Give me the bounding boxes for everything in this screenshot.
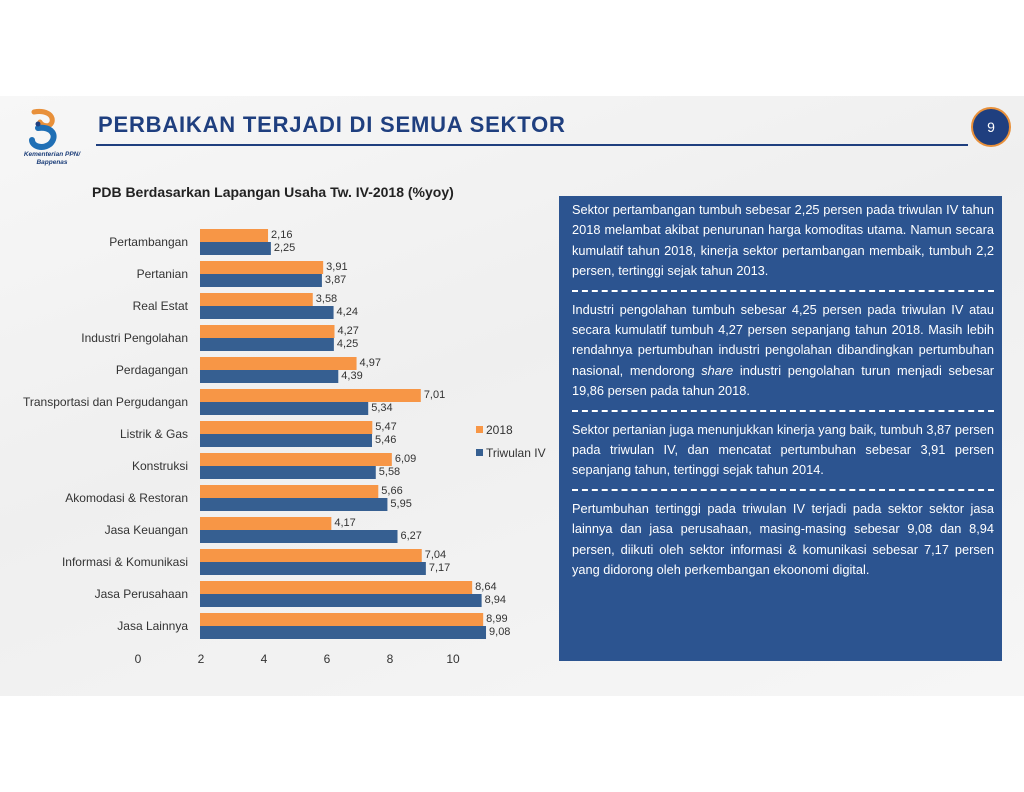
- data-label-triwulan-iv: 4,39: [341, 370, 362, 382]
- logo-caption-line1: Kementerian PPN/: [23, 151, 81, 158]
- bar-triwulan-iv: [200, 434, 372, 447]
- info-paragraph-services: Pertumbuhan tertinggi pada triwulan IV t…: [572, 500, 994, 578]
- bar-triwulan-iv: [200, 498, 388, 511]
- category-label: Jasa Perusahaan: [95, 587, 188, 601]
- bar-2018: [200, 421, 373, 434]
- bar-2018: [200, 357, 357, 370]
- data-label-2018: 8,64: [475, 581, 496, 593]
- category-label: Listrik & Gas: [120, 427, 188, 441]
- logo-caption: Kementerian PPN/ Bappenas: [12, 151, 92, 167]
- bar-triwulan-iv: [200, 402, 369, 415]
- bar-chart: Pertambangan 2,162,25 Pertanian 3,913,87 Rea…: [23, 229, 546, 666]
- data-label-triwulan-iv: 8,94: [485, 594, 506, 606]
- category-label: Akomodasi & Restoran: [65, 491, 188, 505]
- data-label-triwulan-iv: 5,95: [390, 498, 411, 510]
- info-p2-text-a: Industri pengolahan tumbuh sebesar 4,25 …: [572, 301, 994, 378]
- data-label-triwulan-iv: 5,46: [375, 434, 396, 446]
- category-label: Jasa Lainnya: [117, 619, 188, 633]
- bar-2018: [200, 261, 324, 274]
- legend-label-2018: 2018: [486, 423, 513, 437]
- info-separator: [572, 409, 994, 412]
- bar-triwulan-iv: [200, 626, 487, 639]
- bar-triwulan-iv: [200, 530, 398, 543]
- logo-caption-line2: Bappenas: [36, 159, 68, 166]
- category-label: Pertanian: [137, 267, 188, 281]
- category-label: Transportasi dan Pergudangan: [23, 395, 188, 409]
- data-label-triwulan-iv: 9,08: [489, 626, 510, 638]
- bar-triwulan-iv: [200, 562, 426, 575]
- category-label: Informasi & Komunikasi: [62, 555, 188, 569]
- bar-2018: [200, 517, 332, 530]
- data-label-2018: 6,09: [395, 453, 416, 465]
- x-tick-label: 0: [135, 652, 142, 666]
- x-tick-label: 6: [324, 652, 331, 666]
- data-label-triwulan-iv: 5,58: [379, 466, 400, 478]
- data-label-2018: 4,17: [334, 517, 355, 529]
- data-label-triwulan-iv: 5,34: [371, 402, 392, 414]
- bar-triwulan-iv: [200, 594, 482, 607]
- info-p2-text-b: industri pengolahan turun menjadi sebesa…: [572, 362, 995, 399]
- x-tick-label: 10: [446, 652, 460, 666]
- info-paragraph-agriculture: Sektor pertanian juga menunjukkan kinerj…: [572, 421, 994, 478]
- category-label: Konstruksi: [132, 459, 188, 473]
- info-separator: [572, 488, 994, 491]
- x-tick-label: 8: [387, 652, 394, 666]
- data-label-triwulan-iv: 2,25: [274, 242, 295, 254]
- data-label-2018: 7,01: [424, 389, 445, 401]
- bar-2018: [200, 293, 313, 306]
- legend-swatch-2018: [476, 426, 483, 433]
- category-label: Industri Pengolahan: [81, 331, 188, 345]
- x-tick-label: 4: [261, 652, 268, 666]
- info-separator: [572, 289, 994, 292]
- bar-2018: [200, 453, 392, 466]
- bar-2018: [200, 549, 422, 562]
- bar-2018: [200, 581, 473, 594]
- bar-triwulan-iv: [200, 306, 334, 319]
- bar-triwulan-iv: [200, 274, 322, 287]
- data-label-2018: 7,04: [425, 549, 446, 561]
- data-label-2018: 3,91: [326, 261, 347, 273]
- bar-2018: [200, 613, 484, 626]
- info-paragraph-mining: Sektor pertambangan tumbuh sebesar 2,25 …: [572, 202, 994, 279]
- bar-triwulan-iv: [200, 466, 376, 479]
- data-label-triwulan-iv: 3,87: [325, 274, 346, 286]
- category-label: Real Estat: [133, 299, 189, 313]
- info-panel: Sektor pertambangan tumbuh sebesar 2,25 …: [559, 196, 1002, 661]
- bar-triwulan-iv: [200, 370, 339, 383]
- legend-label-triwulan-iv: Triwulan IV: [486, 446, 546, 460]
- data-label-2018: 4,97: [360, 357, 381, 369]
- bappenas-logo: Kementerian PPN/ Bappenas: [12, 108, 92, 174]
- legend-swatch-triwulan-iv: [476, 449, 483, 456]
- category-label: Perdagangan: [116, 363, 188, 377]
- bar-2018: [200, 229, 269, 242]
- logo-icon: [29, 109, 57, 150]
- x-tick-label: 2: [198, 652, 205, 666]
- title-underline: [96, 144, 968, 146]
- data-label-2018: 4,27: [338, 325, 359, 337]
- data-label-2018: 5,66: [381, 485, 402, 497]
- chart-title: PDB Berdasarkan Lapangan Usaha Tw. IV-20…: [92, 184, 454, 200]
- data-label-triwulan-iv: 4,25: [337, 338, 358, 350]
- bar-2018: [200, 485, 379, 498]
- data-label-triwulan-iv: 7,17: [429, 562, 450, 574]
- data-label-2018: 8,99: [486, 613, 507, 625]
- data-label-triwulan-iv: 6,27: [401, 530, 422, 542]
- bar-triwulan-iv: [200, 242, 271, 255]
- page-title: PERBAIKAN TERJADI DI SEMUA SEKTOR: [98, 112, 566, 137]
- data-label-2018: 5,47: [375, 421, 396, 433]
- bar-triwulan-iv: [200, 338, 334, 351]
- data-label-2018: 3,58: [316, 293, 337, 305]
- data-label-triwulan-iv: 4,24: [337, 306, 358, 318]
- category-label: Pertambangan: [109, 235, 188, 249]
- category-label: Jasa Keuangan: [105, 523, 188, 537]
- info-p2-emphasis: share: [701, 362, 734, 378]
- page-number-badge: 9: [971, 107, 1011, 147]
- info-paragraph-manufacturing: Industri pengolahan tumbuh sebesar 4,25 …: [572, 300, 994, 402]
- data-label-2018: 2,16: [271, 229, 292, 241]
- bar-2018: [200, 389, 421, 402]
- bar-2018: [200, 325, 335, 338]
